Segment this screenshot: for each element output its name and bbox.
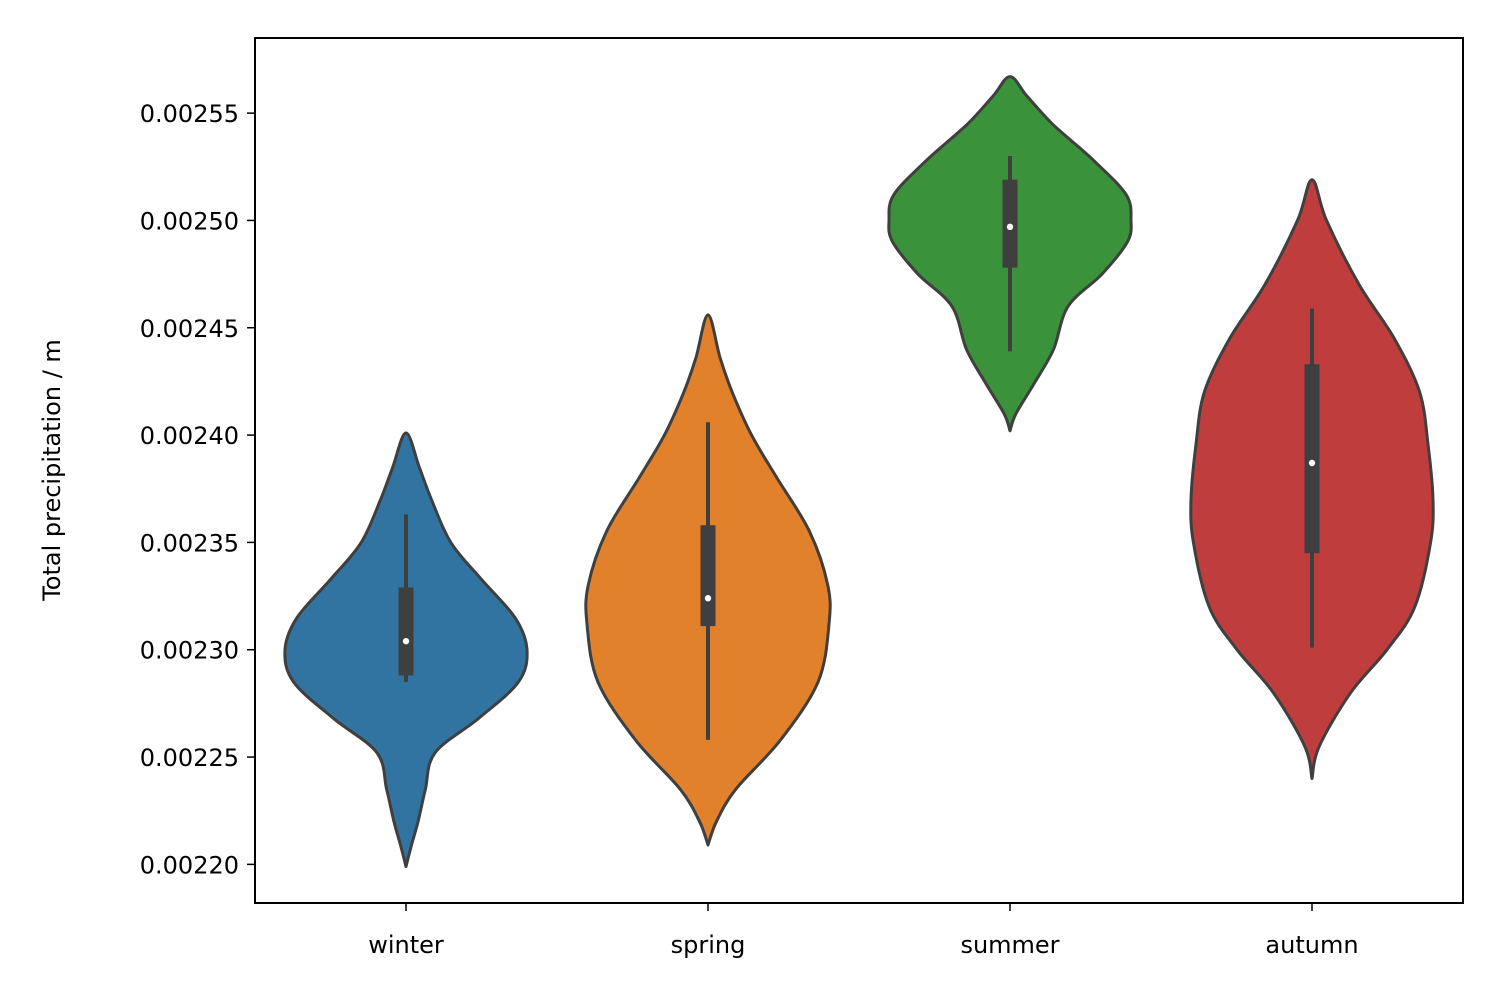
iqr-box-autumn — [1304, 364, 1320, 554]
y-tick-label: 0.00250 — [140, 207, 239, 235]
median-autumn — [1308, 459, 1316, 467]
iqr-box-winter — [398, 587, 414, 676]
y-tick-label: 0.00245 — [140, 315, 239, 343]
y-tick-label: 0.00240 — [140, 422, 239, 450]
plot-frame — [254, 37, 1464, 904]
y-axis: 0.00220 0.00225 0.00230 0.00235 0.00240 0.002… — [140, 100, 255, 879]
x-tick-label-winter: winter — [368, 931, 444, 959]
x-tick-label-spring: spring — [671, 931, 746, 959]
y-tick-label: 0.00235 — [140, 529, 239, 557]
x-tick-label-summer: summer — [960, 931, 1059, 959]
y-tick-label: 0.00220 — [140, 851, 239, 879]
x-tick-label-autumn: autumn — [1265, 931, 1358, 959]
median-winter — [402, 637, 410, 645]
median-summer — [1006, 223, 1014, 231]
y-tick-label: 0.00225 — [140, 744, 239, 772]
x-axis: winter spring summer autumn — [368, 903, 1359, 959]
y-tick-label: 0.00255 — [140, 100, 239, 128]
iqr-box-summer — [1002, 179, 1018, 268]
y-axis-label: Total precipitation / m — [38, 339, 66, 602]
median-spring — [704, 595, 712, 602]
y-tick-label: 0.00230 — [140, 637, 239, 665]
iqr-box-spring — [700, 525, 716, 627]
inner-boxes-layer — [398, 156, 1320, 740]
